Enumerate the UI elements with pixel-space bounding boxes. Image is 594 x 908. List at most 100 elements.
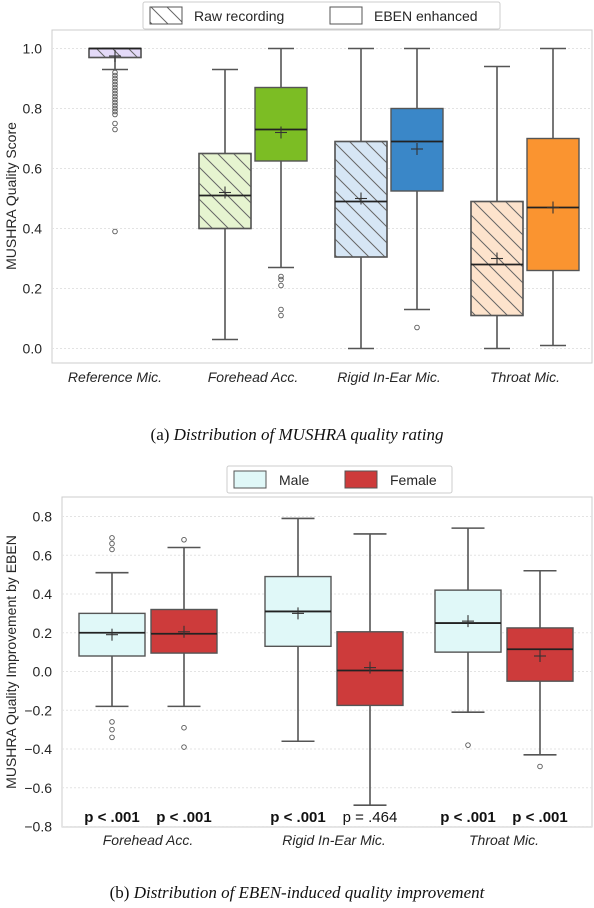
legend-label-male: Male (279, 472, 310, 488)
box-rigid-in-ear-mic-female (336, 533, 404, 806)
panel-a-caption-prefix: (a) (151, 425, 170, 444)
panel-a-x-tick-reference-mic: Reference Mic. (68, 369, 162, 385)
box-rigid-in-ear-mic-eben-enhanced (390, 47, 444, 331)
panel-a-legend-frame (142, 1, 501, 30)
box-rigid-in-ear-mic-male-p-value: p < .001 (270, 809, 325, 826)
box-reference-mic-raw-recording-outlier (112, 102, 118, 109)
box-forehead-acc-female-p-value: p < .001 (156, 809, 211, 826)
panel-b-x-tick-rigid-in-ear-mic: Rigid In-Ear Mic. (282, 832, 385, 848)
panel-b-y-tick-label: 0.0 (33, 664, 53, 680)
panel-b-p-values: p < .001 p < .001 p < .001 p = .464 p < .001… (84, 809, 567, 826)
panel-b-y-tick-label: −0.2 (24, 702, 52, 718)
panel-a-y-ticks: 0.0 0.2 0.4 0.6 0.8 1.0 (23, 41, 43, 357)
box-forehead-acc-eben-enhanced-outlier (278, 282, 284, 289)
box-reference-mic-raw-recording-outlier (112, 105, 118, 112)
box-forehead-acc-raw-recording (198, 68, 252, 341)
panel-b-x-ticks: Forehead Acc. Rigid In-Ear Mic. Throat Mic… (103, 832, 539, 848)
box-forehead-acc-female (150, 537, 218, 750)
box-forehead-acc-male-outlier (109, 719, 115, 725)
box-reference-mic-raw-recording-outlier (112, 99, 118, 106)
panel-b-legend: Male Female (226, 465, 453, 494)
panel-b-legend-frame (226, 465, 453, 494)
box-throat-mic-female-p-value: p < .001 (512, 809, 567, 826)
box-forehead-acc-male-outlier (109, 540, 115, 547)
panel-b-caption: (b) Distribution of EBEN-induced quality… (110, 883, 486, 902)
panel-a-x-ticks: Reference Mic. Forehead Acc. Rigid In-Ear … (68, 369, 560, 385)
legend-swatch-male (233, 470, 267, 489)
box-forehead-acc-female-outlier (181, 724, 187, 731)
box-forehead-acc-male-outlier (109, 535, 115, 541)
box-reference-mic-raw-recording-outlier (112, 120, 118, 127)
box-reference-mic-raw-recording-outlier (112, 90, 118, 97)
panel-b-y-tick-label: −0.8 (24, 819, 52, 835)
box-forehead-acc-eben-enhanced (254, 47, 308, 319)
panel-b-x-tick-throat-mic: Throat Mic. (469, 832, 539, 848)
legend-swatch-raw-recording (149, 6, 183, 25)
panel-a-y-tick-label: 0.0 (23, 341, 43, 357)
box-forehead-acc-male (78, 535, 146, 741)
box-reference-mic-raw-recording-outlier (112, 78, 118, 85)
box-forehead-acc-female-outlier (181, 537, 187, 543)
box-reference-mic-raw-recording-outlier (112, 81, 118, 88)
legend-label-eben-enhanced: EBEN enhanced (374, 8, 478, 24)
panel-a-y-tick-label: 0.8 (23, 101, 43, 117)
box-throat-mic-male-body (434, 589, 502, 653)
panel-a-y-axis-label: MUSHRA Quality Score (3, 122, 19, 270)
box-reference-mic-raw-recording-outlier (112, 96, 118, 103)
box-forehead-acc-eben-enhanced-body (254, 86, 308, 162)
box-rigid-in-ear-mic-male (264, 517, 332, 743)
panel-b-y-tick-label: 0.2 (33, 625, 53, 641)
panel-a-chart: 0.0 0.2 0.4 0.6 0.8 1.0 Reference Mic. Forehea… (3, 1, 593, 444)
box-reference-mic-raw-recording-outlier (112, 69, 118, 76)
box-forehead-acc-eben-enhanced-outlier (278, 306, 284, 313)
box-reference-mic-raw-recording-outlier (112, 111, 118, 118)
panel-b-y-tick-label: −0.6 (24, 780, 52, 796)
box-forehead-acc-eben-enhanced-outlier (278, 273, 284, 280)
box-reference-mic-raw-recording-outlier (112, 87, 118, 94)
box-forehead-acc-eben-enhanced-outlier (278, 276, 284, 283)
box-rigid-in-ear-mic-female-p-value: p = .464 (343, 809, 398, 826)
box-forehead-acc-male-outlier (109, 546, 115, 553)
panel-a-caption: (a) Distribution of MUSHRA quality ratin… (151, 425, 444, 444)
panel-b-y-tick-label: 0.8 (33, 509, 53, 525)
legend-swatch-female (344, 470, 378, 489)
panel-a-legend: Raw recording EBEN enhanced (142, 1, 501, 30)
panel-b-y-tick-label: 0.6 (33, 547, 53, 563)
panel-b-caption-prefix: (b) (110, 883, 130, 902)
panel-a-caption-text: Distribution of MUSHRA quality rating (173, 425, 444, 444)
box-throat-mic-male-outlier (465, 742, 471, 748)
box-throat-mic-male (434, 527, 502, 748)
box-rigid-in-ear-mic-raw-recording (334, 47, 388, 350)
box-reference-mic-raw-recording-outlier (112, 75, 118, 82)
legend-label-female: Female (390, 472, 437, 488)
panel-b-chart: −0.8 −0.6 −0.4 −0.2 0.0 0.2 0.4 0.6 0.8 p < .001… (3, 465, 593, 902)
legend-label-raw-recording: Raw recording (194, 8, 284, 24)
panel-b-caption-text: Distribution of EBEN-induced quality imp… (133, 883, 486, 902)
box-forehead-acc-male-outlier (109, 726, 115, 733)
box-reference-mic-raw-recording-outlier (112, 72, 118, 79)
box-reference-mic-raw-recording-outlier (112, 228, 118, 235)
panel-b-x-tick-forehead-acc: Forehead Acc. (103, 832, 194, 848)
panel-a-x-tick-rigid-in-ear-mic: Rigid In-Ear Mic. (337, 369, 440, 385)
box-rigid-in-ear-mic-eben-enhanced-outlier (414, 324, 420, 331)
panel-b-y-tick-label: 0.4 (33, 586, 53, 602)
box-throat-mic-eben-enhanced (526, 47, 580, 347)
panel-b-plot-area (61, 496, 593, 828)
box-forehead-acc-male-outlier (109, 734, 115, 741)
panel-b-y-axis-label: MUSHRA Quality Improvement by EBEN (3, 535, 19, 789)
panel-b-y-ticks: −0.8 −0.6 −0.4 −0.2 0.0 0.2 0.4 0.6 0.8 (24, 509, 52, 835)
box-reference-mic-raw-recording-outlier (112, 84, 118, 91)
box-throat-mic-male-p-value: p < .001 (440, 809, 495, 826)
panel-b-y-tick-label: −0.4 (24, 741, 52, 757)
panel-a-y-tick-label: 0.6 (23, 161, 43, 177)
panel-a-y-tick-label: 0.4 (23, 221, 43, 237)
box-reference-mic-raw-recording-outlier (112, 93, 118, 100)
box-reference-mic-raw-recording-outlier (112, 108, 118, 115)
box-forehead-acc-eben-enhanced-outlier (278, 312, 284, 319)
panel-a-x-tick-forehead-acc: Forehead Acc. (208, 369, 299, 385)
box-forehead-acc-male-p-value: p < .001 (84, 809, 139, 826)
panel-a-y-tick-label: 1.0 (23, 41, 43, 57)
box-forehead-acc-female-outlier (181, 744, 187, 750)
box-throat-mic-female-outlier (537, 763, 543, 770)
box-throat-mic-female (506, 569, 574, 770)
